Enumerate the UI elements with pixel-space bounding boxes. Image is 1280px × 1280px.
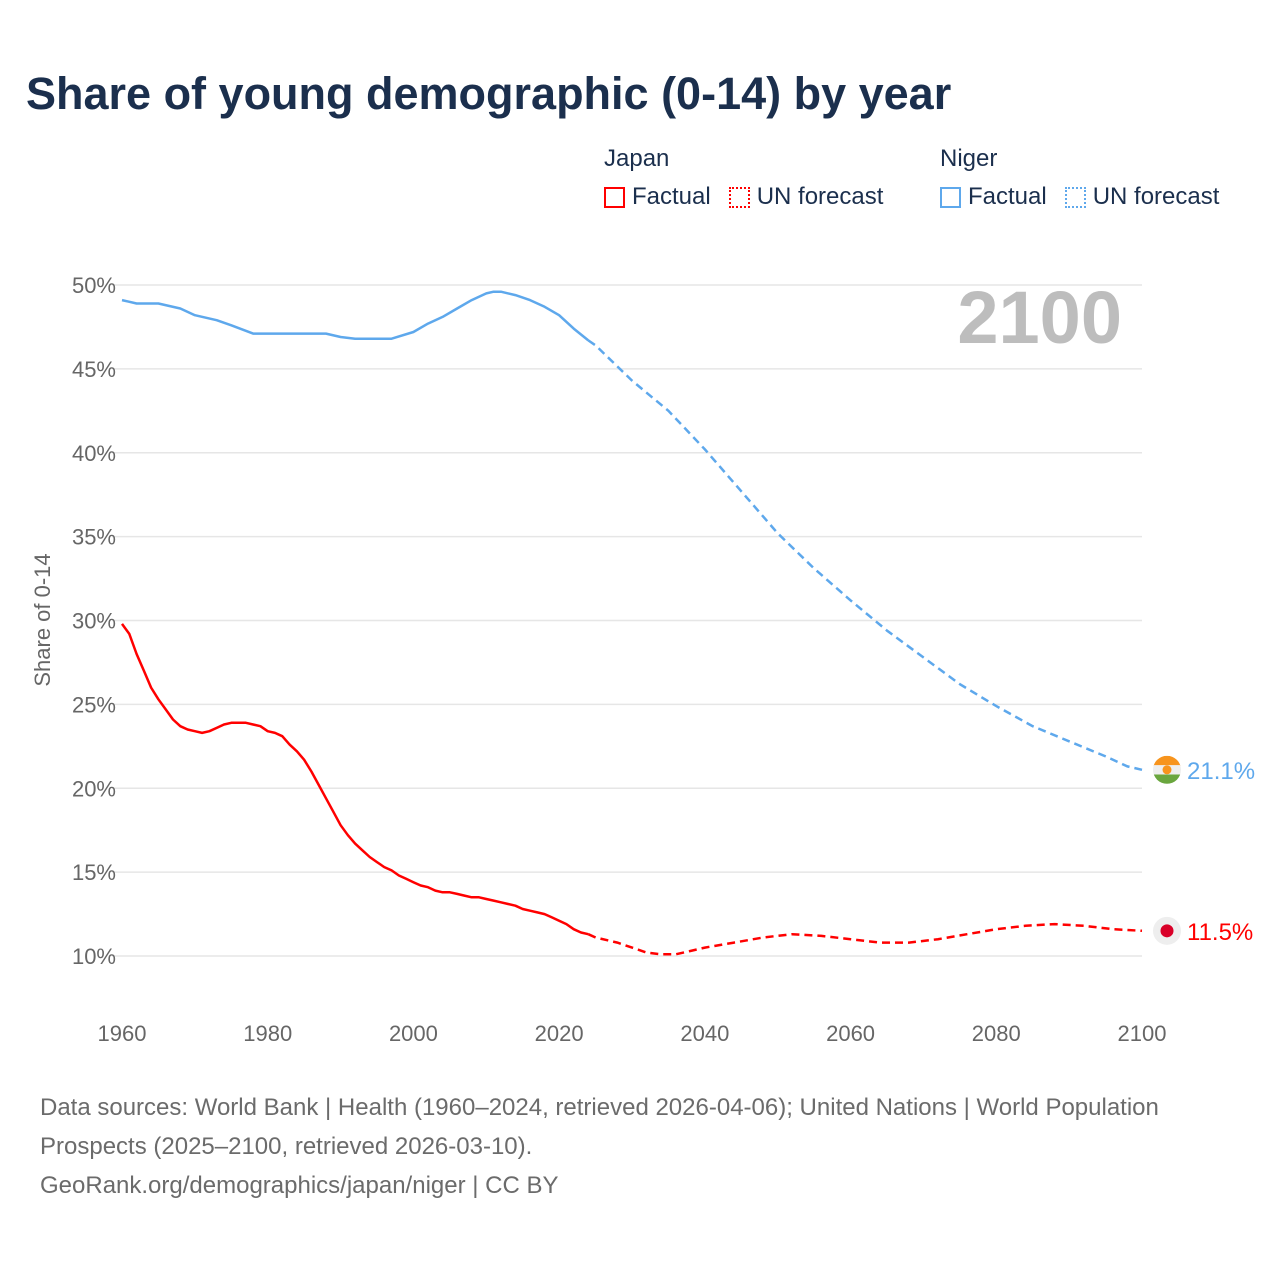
legend-swatch-dotted [728, 186, 750, 208]
y-tick-label: 25% [72, 692, 116, 717]
legend-niger: Niger Factual UN forecast [940, 145, 1219, 211]
chart-title: Share of young demographic (0-14) by yea… [26, 68, 952, 119]
legend-label: Factual [632, 183, 711, 210]
y-axis-label: Share of 0-14 [30, 553, 55, 686]
source-link[interactable]: GeoRank.org/demographics/japan/niger | C… [40, 1172, 559, 1199]
y-tick-label: 50% [72, 273, 116, 298]
legend-japan: Japan Factual UN forecast [604, 145, 883, 211]
flag-stripe [1153, 755, 1181, 766]
legend-swatch-solid [604, 186, 625, 208]
legend-japan-factual[interactable]: Factual [604, 183, 711, 211]
legend-japan-forecast[interactable]: UN forecast [728, 183, 884, 211]
data-sources: Data sources: World Bank | Health (1960–… [40, 1094, 1159, 1160]
x-tick-label: 1960 [98, 1021, 147, 1046]
legend-niger-factual[interactable]: Factual [940, 183, 1047, 211]
legend-label: UN forecast [1092, 183, 1220, 210]
y-tick-label: 40% [72, 441, 116, 466]
year-label: 2100 [957, 276, 1122, 359]
niger-end-label: 21.1% [1187, 758, 1255, 785]
legend-swatch-solid [940, 186, 961, 208]
flag-stripe [1153, 774, 1181, 784]
x-tick-label: 1980 [243, 1021, 292, 1046]
y-tick-label: 10% [72, 944, 116, 969]
legend-label: UN forecast [756, 183, 884, 210]
y-tick-label: 45% [72, 357, 116, 382]
niger-flag-icon [1162, 765, 1172, 775]
niger-forecast-line [587, 339, 1143, 772]
legend-label: Factual [968, 183, 1047, 210]
x-tick-label: 2060 [826, 1021, 875, 1046]
x-tick-label: 2080 [972, 1021, 1021, 1046]
x-tick-label: 2020 [535, 1021, 584, 1046]
y-tick-label: 35% [72, 525, 116, 550]
x-tick-label: 2100 [1118, 1021, 1167, 1046]
y-tick-label: 30% [72, 609, 116, 634]
legend-niger-forecast[interactable]: UN forecast [1064, 183, 1220, 211]
japan-end-label: 11.5% [1187, 919, 1253, 946]
y-tick-label: 15% [72, 860, 116, 885]
x-tick-label: 2040 [680, 1021, 729, 1046]
japan-forecast-line [587, 922, 1143, 956]
x-tick-label: 2000 [389, 1021, 438, 1046]
legend-japan-title: Japan [604, 145, 670, 172]
niger-factual-line [121, 290, 590, 342]
legend-niger-title: Niger [940, 145, 998, 172]
flag-dot [1160, 924, 1174, 938]
footer: Data sources: World Bank | Health (1960–… [40, 1088, 1160, 1205]
legend-swatch-dotted [1064, 186, 1086, 208]
japan-factual-line [120, 623, 589, 936]
line-chart: 10% 15% 20% 25% 30% 35% 40% 45% 50% 1960 1980 2000 2… [30, 273, 1255, 1046]
y-tick-label: 20% [72, 776, 116, 801]
